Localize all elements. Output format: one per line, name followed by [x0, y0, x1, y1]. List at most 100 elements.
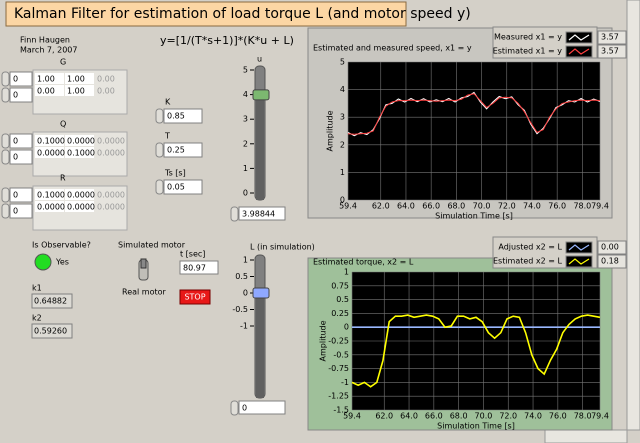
spinner[interactable]	[1, 187, 10, 203]
legend-value: 3.57	[601, 47, 619, 56]
y-tick-label: 3	[340, 113, 345, 122]
matrix-value: 0.0000	[37, 203, 65, 212]
matrix-value: 0.0000	[67, 191, 95, 200]
spinner[interactable]	[230, 400, 239, 416]
gain-box	[31, 323, 73, 339]
y-tick-label: -0.5	[333, 350, 349, 359]
time-value: 80.97	[183, 264, 206, 273]
spinner[interactable]	[155, 108, 164, 124]
gain-value: 0.64882	[34, 297, 67, 306]
legend-name: Measured x1 = y	[494, 33, 562, 42]
matrix-cell	[95, 85, 124, 96]
graph-title: Estimated torque, x2 = L	[313, 258, 414, 267]
x-tick-label: 74.0	[523, 202, 541, 211]
x-tick-label: 62.0	[375, 412, 393, 421]
param-label: K	[165, 98, 171, 107]
index-input[interactable]	[9, 87, 33, 103]
param-input[interactable]	[163, 142, 203, 158]
legend-sample	[568, 48, 590, 55]
x-tick-label: 68.0	[447, 202, 465, 211]
stop-label: STOP	[184, 293, 205, 302]
slider-value-box[interactable]	[238, 400, 286, 415]
x-tick-label: 78.0	[573, 202, 591, 211]
y-tick-label: 0.75	[331, 281, 349, 290]
slider-tick-label: 0	[243, 289, 248, 298]
slider-tick-label: 0.5	[235, 272, 248, 281]
x-tick-label: 66.0	[422, 202, 440, 211]
scrollbar[interactable]	[626, 0, 640, 431]
time-label: t [sec]	[180, 250, 205, 259]
legend-swatch	[565, 241, 593, 254]
matrix-value: 0.0000	[97, 137, 125, 146]
legend-value: 0.00	[601, 243, 619, 252]
slider-tick-label: 4	[243, 90, 248, 99]
gain-label: k1	[32, 284, 42, 293]
y-axis-label: Amplitude	[319, 320, 328, 361]
slider-thumb[interactable]	[252, 89, 270, 101]
y-tick-label: 5	[340, 58, 345, 67]
spinner[interactable]	[230, 206, 239, 222]
x-tick-label: 59.4	[339, 202, 357, 211]
legend-name: Estimated x2 = L	[493, 257, 563, 266]
matrix-cell	[35, 135, 64, 146]
spinner[interactable]	[1, 203, 10, 219]
slider-thumb[interactable]	[252, 287, 270, 299]
param-input[interactable]	[163, 108, 203, 124]
slider-tick-label: 3	[243, 115, 248, 124]
plot-area	[348, 62, 600, 200]
x-tick-label: 72.0	[498, 202, 516, 211]
legend-sample	[568, 258, 590, 265]
index-input[interactable]	[9, 203, 33, 219]
y-tick-label: 4	[340, 85, 345, 94]
matrix-value: 0.1000	[37, 191, 65, 200]
matrix-cell	[95, 201, 124, 212]
matrix-value: 0.0000	[97, 149, 125, 158]
matrix-cell	[65, 85, 94, 96]
toggle-lever[interactable]	[140, 258, 147, 269]
spinner[interactable]	[155, 142, 164, 158]
x-tick-label: 70.0	[473, 202, 491, 211]
matrix-cell	[95, 189, 124, 200]
slider-tick-label: 2	[243, 139, 248, 148]
x-tick-label: 76.0	[549, 412, 567, 421]
legend-value-box	[597, 30, 627, 45]
stop-button[interactable]	[179, 289, 211, 305]
param-input[interactable]	[163, 179, 203, 195]
index-input[interactable]	[9, 187, 33, 203]
spinner[interactable]	[155, 179, 164, 195]
y-tick-label: -1.25	[328, 392, 349, 401]
slider-label: L (in simulation)	[250, 243, 315, 252]
spinner[interactable]	[1, 133, 10, 149]
index-input[interactable]	[9, 133, 33, 149]
matrix-label: Q	[60, 120, 66, 129]
slider-tick-label: 1	[243, 164, 248, 173]
x-tick-label: 74.0	[524, 412, 542, 421]
matrix-cell	[35, 85, 64, 96]
matrix-cell	[95, 147, 124, 158]
index-value: 0	[13, 153, 18, 162]
slider-value-box[interactable]	[238, 206, 286, 221]
observable-label: Is Observable?	[32, 241, 91, 250]
index-value: 0	[13, 75, 18, 84]
matrix-value: 0.00	[97, 87, 115, 96]
y-tick-label: -1	[341, 378, 349, 387]
spinner[interactable]	[1, 71, 10, 87]
index-input[interactable]	[9, 149, 33, 165]
slider-tick-label: -1	[240, 322, 248, 331]
index-input[interactable]	[9, 71, 33, 87]
spinner[interactable]	[1, 149, 10, 165]
legend-name: Estimated x1 = y	[493, 47, 563, 56]
x-tick-label: 68.0	[450, 412, 468, 421]
scrollbar[interactable]	[544, 429, 628, 443]
slider-fill	[256, 293, 264, 398]
y-tick-label: -0.25	[328, 337, 349, 346]
x-tick-label: 72.0	[499, 412, 517, 421]
matrix-cell	[35, 201, 64, 212]
gain-label: k2	[32, 314, 42, 323]
spinner[interactable]	[1, 87, 10, 103]
matrix-cell	[65, 135, 94, 146]
y-tick-label: 0	[344, 323, 349, 332]
title-box	[5, 1, 407, 27]
matrix-value: 0.0000	[37, 149, 65, 158]
